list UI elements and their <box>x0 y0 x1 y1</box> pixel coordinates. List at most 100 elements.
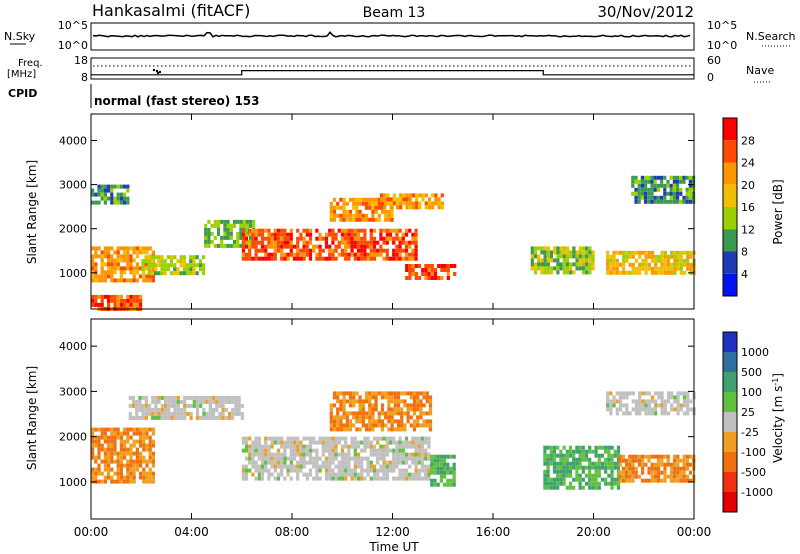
velocity-cell <box>312 436 316 441</box>
velocity-cell <box>446 482 450 487</box>
power-cell <box>654 270 658 275</box>
power-cell <box>686 254 690 259</box>
velocity-ylabel: Slant Range [km] <box>25 366 39 470</box>
velocity-cell <box>221 407 225 412</box>
velocity-cell <box>113 471 117 476</box>
velocity-cell <box>568 481 573 486</box>
power-cell <box>569 266 573 271</box>
power-cell <box>273 252 277 257</box>
velocity-cell <box>251 464 255 469</box>
power-cell <box>379 236 383 241</box>
velocity-cell <box>270 464 274 469</box>
power-cell <box>179 259 183 264</box>
power-cell <box>166 263 170 268</box>
velocity-cell <box>135 451 139 456</box>
power-cell <box>414 240 418 245</box>
power-cell <box>318 232 322 237</box>
velocity-cell <box>427 476 431 481</box>
velocity-cell <box>126 439 130 444</box>
power-cell <box>565 246 570 251</box>
velocity-cell <box>414 440 418 445</box>
power-cell <box>139 246 143 251</box>
power-cell <box>308 256 313 261</box>
power-cell <box>324 244 329 249</box>
power-cell <box>241 228 245 233</box>
power-cell <box>385 228 389 233</box>
velocity-cell <box>135 455 139 460</box>
power-cell <box>139 266 143 271</box>
power-cell <box>377 201 381 206</box>
velocity-cell <box>452 454 456 459</box>
velocity-cell <box>385 472 389 477</box>
velocity-cell <box>195 411 200 416</box>
velocity-cell <box>660 407 664 412</box>
power-cell <box>170 271 174 276</box>
velocity-cell <box>607 461 611 466</box>
velocity-cell <box>368 415 372 420</box>
velocity-cell <box>116 475 120 480</box>
velocity-cell <box>135 399 139 404</box>
velocity-cell <box>622 403 626 408</box>
velocity-cell <box>607 453 611 458</box>
power-cell <box>100 302 104 307</box>
velocity-cell <box>616 477 621 482</box>
velocity-cell <box>376 440 380 445</box>
velocity-cell <box>422 403 426 408</box>
velocity-cell <box>392 448 396 453</box>
velocity-cell <box>607 465 611 470</box>
y-tick-label: 1000 <box>59 267 87 280</box>
velocity-cell <box>339 419 343 424</box>
velocity-cell <box>299 456 303 461</box>
velocity-cell <box>396 407 401 412</box>
power-cell <box>663 250 667 255</box>
power-cell <box>252 219 256 224</box>
power-cell <box>411 236 415 241</box>
power-cell <box>612 254 616 259</box>
velocity-cell <box>100 459 104 464</box>
power-cell <box>408 197 412 202</box>
velocity-cell <box>119 475 123 480</box>
power-cell <box>103 200 107 205</box>
velocity-cell <box>340 476 345 481</box>
power-cell <box>286 236 290 241</box>
power-cell <box>358 209 362 214</box>
velocity-cell <box>241 448 245 453</box>
velocity-cell <box>568 469 573 474</box>
velocity-cell <box>559 461 563 466</box>
power-cell <box>533 266 538 271</box>
power-cell <box>650 199 654 204</box>
power-cell <box>446 264 450 268</box>
power-cell <box>336 213 340 218</box>
power-cell <box>368 201 372 206</box>
velocity-cell <box>419 407 423 412</box>
velocity-cell <box>414 452 418 457</box>
velocity-cell <box>113 439 117 444</box>
velocity-cell <box>227 411 232 416</box>
velocity-cell <box>581 453 585 458</box>
power-cell <box>676 175 680 180</box>
power-cell <box>139 294 143 299</box>
velocity-cell <box>562 477 566 482</box>
velocity-cell <box>234 411 238 416</box>
power-cell <box>116 266 120 271</box>
velocity-cell <box>157 411 161 416</box>
velocity-cell <box>342 391 346 396</box>
power-cell <box>91 258 95 263</box>
velocity-cell <box>254 444 258 449</box>
power-cell <box>100 192 104 197</box>
velocity-cell <box>607 449 611 454</box>
power-cell <box>628 254 632 259</box>
power-cell <box>342 213 346 218</box>
velocity-cell <box>296 452 300 457</box>
velocity-cell <box>666 411 671 416</box>
power-cell <box>408 244 412 249</box>
velocity-cell <box>439 474 443 479</box>
velocity-cell <box>183 403 187 408</box>
power-cell <box>631 254 635 259</box>
power-cell <box>612 258 616 263</box>
velocity-cell <box>670 395 674 400</box>
power-cell <box>94 302 98 307</box>
velocity-cell <box>634 407 639 412</box>
power-cell <box>606 250 610 255</box>
